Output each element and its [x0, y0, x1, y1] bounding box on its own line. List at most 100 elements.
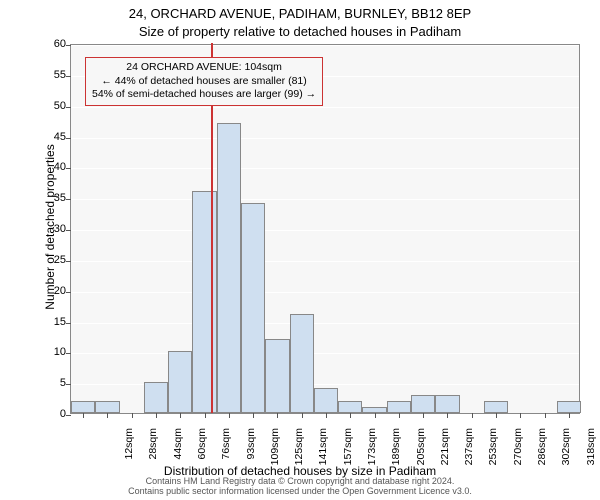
- x-tick-mark: [423, 413, 424, 418]
- y-tick-mark: [66, 138, 71, 139]
- x-tick-label: 44sqm: [172, 428, 184, 478]
- histogram-bar: [144, 382, 168, 413]
- annotation-box: 24 ORCHARD AVENUE: 104sqm← 44% of detach…: [85, 57, 323, 106]
- histogram-bar: [265, 339, 289, 413]
- y-tick-mark: [66, 261, 71, 262]
- y-tick-mark: [66, 199, 71, 200]
- y-tick-label: 10: [54, 346, 66, 358]
- x-tick-label: 28sqm: [147, 428, 159, 478]
- x-tick-label: 318sqm: [585, 428, 597, 478]
- gridline: [71, 168, 579, 169]
- histogram-bar: [192, 191, 216, 413]
- y-tick-label: 40: [54, 161, 66, 173]
- chart-title-address: 24, ORCHARD AVENUE, PADIHAM, BURNLEY, BB…: [0, 6, 600, 21]
- y-tick-mark: [66, 45, 71, 46]
- gridline: [71, 292, 579, 293]
- gridline: [71, 107, 579, 108]
- histogram-bar: [557, 401, 581, 413]
- x-tick-label: 237sqm: [463, 428, 475, 478]
- histogram-bar: [290, 314, 314, 413]
- y-tick-mark: [66, 384, 71, 385]
- x-tick-mark: [569, 413, 570, 418]
- x-tick-mark: [350, 413, 351, 418]
- gridline: [71, 230, 579, 231]
- x-tick-mark: [205, 413, 206, 418]
- x-tick-label: 302sqm: [560, 428, 572, 478]
- x-tick-label: 253sqm: [487, 428, 499, 478]
- x-tick-mark: [83, 413, 84, 418]
- y-tick-label: 50: [54, 100, 66, 112]
- gridline: [71, 353, 579, 354]
- y-tick-mark: [66, 323, 71, 324]
- x-tick-mark: [399, 413, 400, 418]
- y-tick-mark: [66, 76, 71, 77]
- gridline: [71, 45, 579, 46]
- x-tick-label: 125sqm: [293, 428, 305, 478]
- y-tick-label: 60: [54, 38, 66, 50]
- y-tick-mark: [66, 230, 71, 231]
- x-tick-mark: [107, 413, 108, 418]
- x-tick-mark: [520, 413, 521, 418]
- x-tick-mark: [496, 413, 497, 418]
- plot-area: 24 ORCHARD AVENUE: 104sqm← 44% of detach…: [70, 44, 580, 414]
- y-tick-mark: [66, 168, 71, 169]
- x-tick-mark: [472, 413, 473, 418]
- y-tick-label: 25: [54, 254, 66, 266]
- annotation-line: ← 44% of detached houses are smaller (81…: [92, 75, 316, 89]
- x-tick-label: 93sqm: [245, 428, 257, 478]
- x-tick-label: 270sqm: [512, 428, 524, 478]
- x-tick-mark: [132, 413, 133, 418]
- histogram-bar: [95, 401, 119, 413]
- y-tick-label: 35: [54, 192, 66, 204]
- x-tick-mark: [229, 413, 230, 418]
- x-tick-mark: [375, 413, 376, 418]
- x-tick-label: 141sqm: [317, 428, 329, 478]
- y-tick-label: 5: [60, 377, 66, 389]
- x-tick-mark: [277, 413, 278, 418]
- histogram-bar: [217, 123, 241, 413]
- x-tick-mark: [326, 413, 327, 418]
- y-tick-label: 0: [60, 408, 66, 420]
- x-tick-label: 286sqm: [536, 428, 548, 478]
- annotation-line: 54% of semi-detached houses are larger (…: [92, 88, 316, 102]
- x-tick-label: 12sqm: [123, 428, 135, 478]
- x-tick-label: 189sqm: [390, 428, 402, 478]
- histogram-bar: [71, 401, 95, 413]
- histogram-bar: [168, 351, 192, 413]
- y-tick-mark: [66, 353, 71, 354]
- gridline: [71, 415, 579, 416]
- histogram-bar: [435, 395, 459, 414]
- x-tick-label: 221sqm: [439, 428, 451, 478]
- chart-title-subtitle: Size of property relative to detached ho…: [0, 24, 600, 39]
- x-tick-label: 76sqm: [220, 428, 232, 478]
- histogram-bar: [338, 401, 362, 413]
- y-tick-label: 55: [54, 69, 66, 81]
- x-tick-mark: [156, 413, 157, 418]
- x-tick-label: 60sqm: [196, 428, 208, 478]
- x-tick-mark: [545, 413, 546, 418]
- x-tick-label: 109sqm: [269, 428, 281, 478]
- x-tick-mark: [253, 413, 254, 418]
- histogram-bar: [241, 203, 265, 413]
- histogram-bar: [314, 388, 338, 413]
- y-tick-mark: [66, 292, 71, 293]
- histogram-bar: [484, 401, 508, 413]
- y-tick-label: 15: [54, 316, 66, 328]
- y-tick-label: 20: [54, 285, 66, 297]
- x-tick-label: 173sqm: [366, 428, 378, 478]
- y-tick-mark: [66, 107, 71, 108]
- x-tick-label: 157sqm: [342, 428, 354, 478]
- x-tick-mark: [180, 413, 181, 418]
- y-tick-mark: [66, 415, 71, 416]
- x-tick-label: 205sqm: [415, 428, 427, 478]
- y-tick-label: 30: [54, 223, 66, 235]
- histogram-bar: [411, 395, 435, 414]
- gridline: [71, 261, 579, 262]
- gridline: [71, 199, 579, 200]
- y-tick-label: 45: [54, 131, 66, 143]
- annotation-line: 24 ORCHARD AVENUE: 104sqm: [92, 61, 316, 75]
- histogram-bar: [387, 401, 411, 413]
- gridline: [71, 323, 579, 324]
- chart-footer: Contains HM Land Registry data © Crown c…: [0, 477, 600, 497]
- x-tick-mark: [447, 413, 448, 418]
